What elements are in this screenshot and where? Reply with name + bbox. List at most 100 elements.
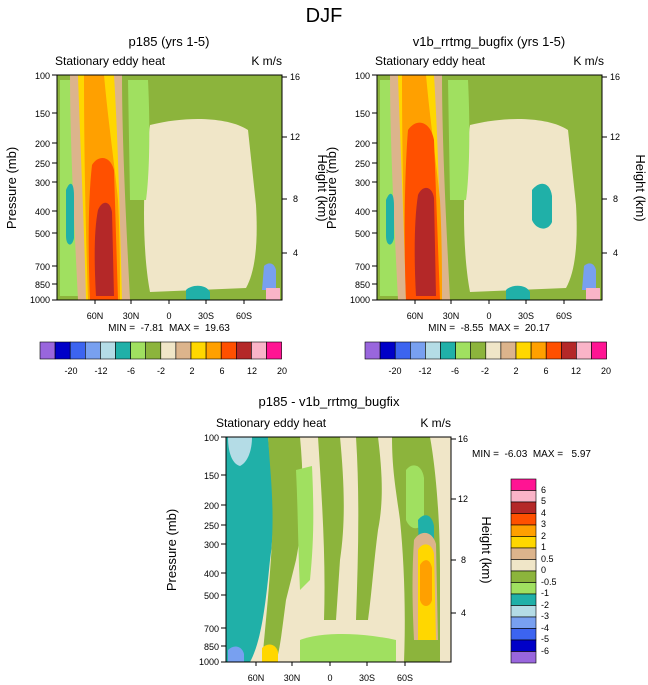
y-tick-label: 1000 <box>30 295 50 305</box>
region-edge-blue <box>262 263 276 290</box>
colorbar-swatch <box>560 341 577 360</box>
y-axis-left: 100 150 200 250 300 400 500 700 850 1000… <box>164 433 226 667</box>
y-right-tick-label: 12 <box>290 132 300 142</box>
x-axis: 60N 30N 0 30S 60S <box>248 662 413 683</box>
y-tick-label: 100 <box>204 433 219 443</box>
y-tick-label: 100 <box>355 71 370 81</box>
region-light-green-1 <box>296 466 314 590</box>
colorbar-swatch <box>510 478 537 491</box>
region-bottom-teal <box>506 285 530 300</box>
colorbar-label: 12 <box>571 366 581 376</box>
min-max-stats: MIN = -8.55 MAX = 20.17 <box>428 323 550 334</box>
colorbar-label: 0 <box>541 565 546 575</box>
colorbar-label: -12 <box>94 366 107 376</box>
y-right-tick-label: 4 <box>613 248 618 258</box>
y-tick-label: 500 <box>355 229 370 239</box>
x-tick-label: 60N <box>407 311 424 321</box>
region-edge-pink <box>266 288 280 300</box>
y-tick-label: 1000 <box>199 657 219 667</box>
y-tick-label: 250 <box>204 521 219 531</box>
colorbar-swatch <box>591 341 607 360</box>
colorbar-label: -4 <box>541 623 549 633</box>
panel-p185: p185 (yrs 1-5) Stationary eddy heat K m/… <box>4 34 330 376</box>
x-tick-label: 0 <box>486 311 491 321</box>
x-tick-label: 0 <box>166 311 171 321</box>
region-bottom-teal <box>186 285 210 300</box>
colorbar-swatch <box>510 501 537 514</box>
colorbar-label: 20 <box>277 366 287 376</box>
colorbar-label: 20 <box>601 366 611 376</box>
x-axis: 60N 30N 0 30S 60S <box>87 300 252 321</box>
region-light-green-2 <box>128 80 150 200</box>
x-tick-label: 0 <box>327 673 332 683</box>
colorbar-swatch <box>100 341 116 360</box>
y-tick-label: 500 <box>35 229 50 239</box>
y-axis-label: Pressure (mb) <box>324 147 339 229</box>
y-tick-label: 200 <box>35 139 50 149</box>
panel-title: p185 - v1b_rrtmg_bugfix <box>259 394 400 409</box>
colorbar-swatch <box>205 341 222 360</box>
y-axis-label: Pressure (mb) <box>4 147 19 229</box>
contour-field <box>377 75 602 300</box>
colorbar-label: 6 <box>543 366 548 376</box>
colorbar: -20 -12 -6 -2 2 6 12 20 <box>364 341 611 376</box>
panel-title: p185 (yrs 1-5) <box>129 34 210 49</box>
y-right-axis-label: Height (km) <box>633 154 648 221</box>
colorbar-label: -1 <box>541 588 549 598</box>
colorbar-swatch <box>130 341 147 360</box>
y-tick-label: 400 <box>204 569 219 579</box>
x-tick-label: 30S <box>198 311 214 321</box>
region-cyan <box>66 183 74 245</box>
colorbar-label: -2 <box>157 366 165 376</box>
colorbar-swatch <box>515 341 532 360</box>
colorbar-label: 2 <box>189 366 194 376</box>
region-sky-top <box>228 437 252 466</box>
colorbar-label: 6 <box>541 485 546 495</box>
y-axis-right: 16 12 8 4 Height (km) <box>602 72 648 258</box>
colorbar-swatch <box>220 341 237 360</box>
panel-units: K m/s <box>420 416 451 430</box>
colorbar-swatch <box>510 593 537 606</box>
y-right-axis-label: Height (km) <box>315 154 330 221</box>
colorbar-label: 2 <box>513 366 518 376</box>
region-yellow-bottom <box>262 644 278 662</box>
colorbar-swatch <box>510 582 537 595</box>
region-light-green-bottom <box>300 634 396 662</box>
plot-frame <box>225 436 452 663</box>
colorbar-label: -20 <box>64 366 77 376</box>
y-tick-label: 200 <box>355 139 370 149</box>
y-tick-label: 850 <box>355 280 370 290</box>
region-dark-red <box>94 202 114 296</box>
colorbar-swatch <box>266 341 282 360</box>
colorbar-label: 0.5 <box>541 554 554 564</box>
region-mid-cyan <box>532 183 552 229</box>
y-right-tick-label: 12 <box>458 494 468 504</box>
region-light-green-2 <box>406 465 424 529</box>
contour-field <box>57 75 282 300</box>
colorbar-label: -20 <box>388 366 401 376</box>
colorbar-label: -3 <box>541 611 549 621</box>
colorbar-label: -12 <box>418 366 431 376</box>
colorbar-label: 4 <box>541 508 546 518</box>
colorbar-swatch <box>510 605 537 618</box>
y-tick-label: 250 <box>35 159 50 169</box>
region-orange-right <box>420 560 432 606</box>
panel-v1b: v1b_rrtmg_bugfix (yrs 1-5) Stationary ed… <box>324 34 648 376</box>
y-right-tick-label: 16 <box>610 72 620 82</box>
colorbar-swatch <box>115 341 131 360</box>
colorbar-label: -5 <box>541 634 549 644</box>
y-right-tick-label: 8 <box>613 194 618 204</box>
x-tick-label: 60N <box>87 311 104 321</box>
colorbar-swatch <box>54 341 71 360</box>
colorbar-swatch <box>236 341 252 360</box>
min-max-stats: MIN = -7.81 MAX = 19.63 <box>108 323 230 334</box>
y-right-tick-label: 8 <box>293 194 298 204</box>
panel-difference: p185 - v1b_rrtmg_bugfix Stationary eddy … <box>164 394 591 683</box>
colorbar-swatch <box>364 341 381 360</box>
y-tick-label: 250 <box>355 159 370 169</box>
region-edge-pink <box>586 288 600 300</box>
colorbar-swatch <box>510 616 537 629</box>
y-right-tick-label: 4 <box>461 608 466 618</box>
colorbar-swatch <box>485 341 502 360</box>
y-right-tick-label: 16 <box>290 72 300 82</box>
